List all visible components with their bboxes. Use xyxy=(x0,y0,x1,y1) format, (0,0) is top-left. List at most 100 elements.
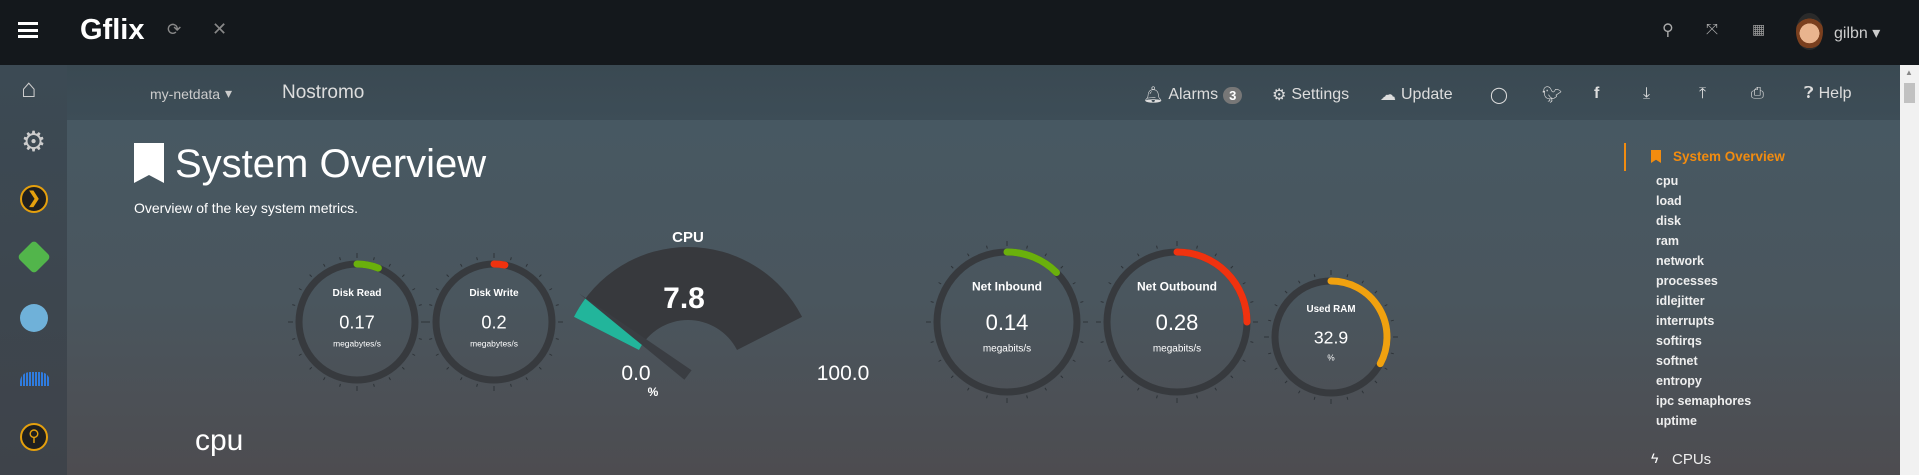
gauge-tick xyxy=(1080,341,1084,343)
calibre-icon[interactable] xyxy=(20,304,48,332)
app-title[interactable]: Gflix xyxy=(80,14,145,46)
gauge-fill xyxy=(1003,248,1060,277)
github-icon[interactable]: ◯ xyxy=(1490,87,1508,104)
ombi-search-icon[interactable]: ⚲ xyxy=(20,423,48,451)
avatar[interactable] xyxy=(1796,13,1823,50)
gauge-tick xyxy=(1060,375,1064,379)
gauge-tick xyxy=(298,288,302,291)
gauge-tick xyxy=(412,288,416,291)
gauge-tick xyxy=(967,253,970,257)
gauge-tick xyxy=(323,263,326,267)
gauge-unit: megabits/s xyxy=(983,343,1031,354)
cpu-gauge-min: 0.0 xyxy=(621,362,650,385)
fullscreen-icon[interactable]: ⤧ xyxy=(1706,21,1719,38)
user-menu[interactable]: gilbn ▾ xyxy=(1834,25,1881,42)
gauge-tick xyxy=(446,274,450,278)
right-nav-item[interactable]: processes xyxy=(1656,274,1718,288)
plex-icon[interactable]: ❯ xyxy=(20,185,48,213)
scrollbar-thumb[interactable] xyxy=(1904,83,1915,103)
gauge-fill xyxy=(490,260,509,269)
gauge-tick xyxy=(339,257,341,261)
settings-icon[interactable]: ⚙ xyxy=(21,126,47,157)
gauge-fill xyxy=(1173,248,1251,326)
right-nav-item[interactable]: disk xyxy=(1656,214,1682,228)
menu-icon[interactable] xyxy=(18,22,38,38)
lightning-icon: ϟ xyxy=(1651,450,1659,466)
refresh-icon[interactable]: ⟳ xyxy=(167,20,182,39)
content-area xyxy=(67,120,1900,475)
gauge-tick xyxy=(1214,387,1217,391)
question-icon: ❓︎ xyxy=(1804,85,1814,102)
right-nav-item[interactable]: interrupts xyxy=(1656,314,1715,328)
gauge-tick xyxy=(525,263,528,267)
gauge-tick xyxy=(388,263,391,267)
right-nav-item[interactable]: uptime xyxy=(1656,414,1697,428)
right-nav-item[interactable]: network xyxy=(1656,254,1704,268)
close-icon[interactable]: ✕ xyxy=(212,19,228,39)
gauge-value: 0.14 xyxy=(986,310,1029,335)
gauge-tick xyxy=(538,366,542,370)
gauge-tick xyxy=(1108,282,1112,285)
right-nav-item[interactable]: softirqs xyxy=(1656,334,1702,348)
gauge-tick xyxy=(401,274,405,278)
right-nav-item[interactable]: ram xyxy=(1656,234,1679,248)
print-icon[interactable]: ⎙ xyxy=(1751,85,1764,102)
right-nav-item[interactable]: ipc semaphores xyxy=(1656,394,1752,408)
gauge-tick xyxy=(446,366,450,370)
gauge-tick xyxy=(1346,396,1349,400)
gauge-tick xyxy=(1100,301,1104,303)
gauge-tick xyxy=(1284,290,1288,294)
gauge-tick xyxy=(476,257,478,261)
gauge-tick xyxy=(938,359,942,362)
gauge-tick xyxy=(950,375,954,379)
gauge-tick xyxy=(510,383,512,387)
translate-icon[interactable]: ▦ xyxy=(1752,21,1766,37)
settings-button[interactable]: ⚙ Settings xyxy=(1272,85,1349,105)
home-icon[interactable]: ⌂ xyxy=(21,73,37,103)
gauge-tick xyxy=(986,395,988,399)
cpu-gauge-track xyxy=(573,247,803,351)
gauge-unit: megabits/s xyxy=(1153,343,1201,354)
right-nav-item[interactable]: entropy xyxy=(1656,374,1702,388)
gauge-tick xyxy=(1026,245,1028,249)
scrollbar[interactable]: ▲ xyxy=(1900,65,1919,475)
right-nav-system-overview[interactable]: System Overview xyxy=(1673,149,1785,164)
alarms-label: Alarms xyxy=(1168,86,1219,103)
download-icon[interactable]: ⤓ xyxy=(1643,85,1651,102)
scroll-up-arrow[interactable]: ▲ xyxy=(1905,68,1913,77)
search-icon[interactable]: ⚲ xyxy=(1662,22,1674,39)
gauge-tick xyxy=(1390,352,1394,355)
right-nav-item[interactable]: cpu xyxy=(1656,174,1679,188)
gauge-tick xyxy=(1100,341,1104,343)
gauge-tick xyxy=(1156,395,1158,399)
facebook-icon[interactable]: f xyxy=(1594,85,1600,102)
server-menu[interactable]: my-netdata ▾ xyxy=(150,85,233,102)
gauge-tick xyxy=(1384,304,1388,307)
alarms-button[interactable]: 🔔︎ Alarms 3 xyxy=(1143,85,1243,105)
right-nav-cpus[interactable]: CPUs xyxy=(1672,451,1712,468)
right-nav-item[interactable]: idlejitter xyxy=(1656,294,1705,308)
twitter-icon[interactable]: 🐦︎ xyxy=(1542,87,1563,104)
gauge-value: 0.17 xyxy=(339,313,374,333)
alarms-count: 3 xyxy=(1223,86,1243,104)
gauge-tick xyxy=(1156,245,1158,249)
update-button[interactable]: ☁ Update xyxy=(1380,85,1453,105)
right-nav-active-marker xyxy=(1624,143,1626,171)
help-button[interactable]: ❓︎ Help xyxy=(1804,85,1852,103)
cpu-gauge-needle xyxy=(579,293,692,380)
server-menu-label: my-netdata xyxy=(150,85,221,102)
help-label: Help xyxy=(1818,85,1852,102)
gauge-tick xyxy=(538,274,542,278)
upload-icon[interactable]: ⤒ xyxy=(1699,85,1707,102)
gauge-tick xyxy=(401,366,405,370)
gauge-tick xyxy=(1214,253,1217,257)
gauge-title: Net Inbound xyxy=(972,280,1042,294)
cpu-gauge-unit: % xyxy=(648,385,659,399)
soundcloud-icon[interactable] xyxy=(20,372,50,386)
gauge-tick xyxy=(1060,265,1064,269)
gauge-tick xyxy=(1268,352,1272,355)
gauge-tick xyxy=(1313,274,1316,278)
right-nav-item[interactable]: load xyxy=(1656,194,1682,208)
gauge-tick xyxy=(1137,253,1140,257)
right-nav-item[interactable]: softnet xyxy=(1656,354,1698,368)
